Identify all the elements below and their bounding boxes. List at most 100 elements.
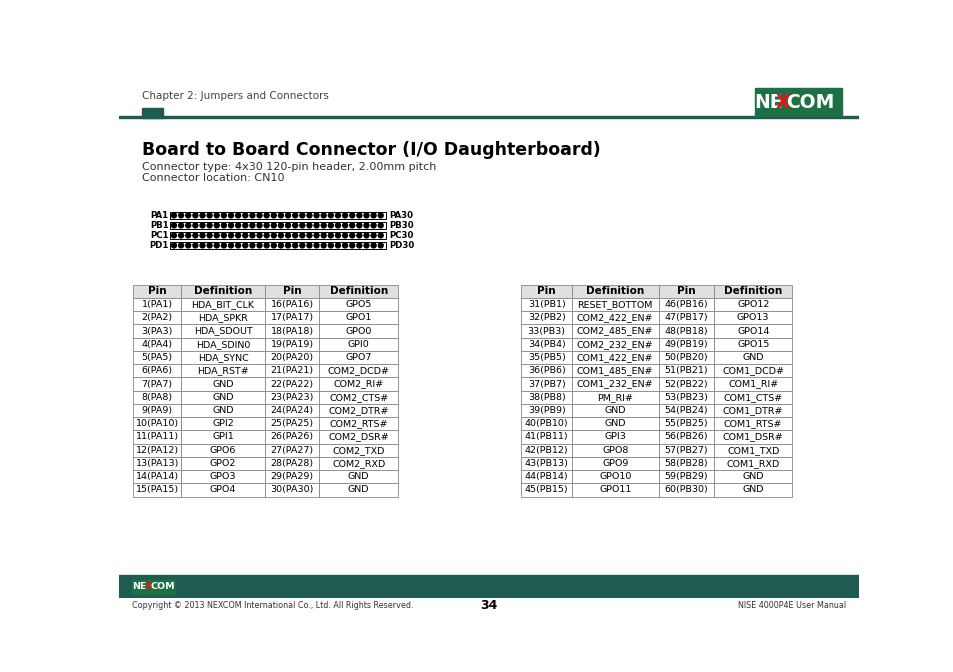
Bar [265, 285, 319, 298]
Text: X: X [145, 583, 152, 591]
Bar [171, 232, 385, 239]
Circle shape [264, 243, 269, 248]
Text: COM2_RI#: COM2_RI# [334, 380, 383, 388]
Text: GPI0: GPI0 [348, 340, 369, 349]
Bar [133, 364, 181, 378]
Bar [133, 444, 181, 457]
Circle shape [364, 233, 369, 238]
Bar [571, 404, 658, 417]
Text: COM2_RTS#: COM2_RTS# [329, 419, 388, 428]
Text: 17(PA17): 17(PA17) [271, 313, 314, 323]
Text: COM2_TXD: COM2_TXD [333, 446, 384, 455]
Bar [319, 285, 397, 298]
Circle shape [178, 213, 183, 218]
Text: GPO7: GPO7 [345, 353, 372, 362]
Text: 57(PB27): 57(PB27) [664, 446, 708, 455]
Text: 27(PA27): 27(PA27) [271, 446, 314, 455]
Bar [658, 457, 714, 470]
Bar [521, 351, 571, 364]
Bar [658, 311, 714, 325]
Text: 20(PA20): 20(PA20) [271, 353, 314, 362]
Text: 5(PA5): 5(PA5) [141, 353, 172, 362]
Circle shape [342, 223, 347, 228]
Text: GPO1: GPO1 [345, 313, 372, 323]
Circle shape [285, 243, 291, 248]
Circle shape [328, 243, 333, 248]
Bar [265, 311, 319, 325]
Bar [133, 404, 181, 417]
Bar [265, 470, 319, 483]
Bar [319, 483, 397, 497]
Circle shape [356, 213, 361, 218]
Text: 54(PB24): 54(PB24) [664, 406, 708, 415]
Circle shape [264, 223, 269, 228]
Text: 51(PB21): 51(PB21) [664, 366, 708, 375]
Text: GPO14: GPO14 [737, 327, 768, 335]
Circle shape [200, 243, 205, 248]
Text: GND: GND [741, 472, 763, 481]
Bar [181, 483, 265, 497]
Text: 28(PA28): 28(PA28) [271, 459, 314, 468]
Bar [171, 222, 385, 229]
Text: COM2_DSR#: COM2_DSR# [328, 433, 389, 442]
Bar [319, 351, 397, 364]
Text: NISE 4000P4E User Manual: NISE 4000P4E User Manual [738, 601, 845, 610]
Bar [142, 108, 162, 118]
Circle shape [350, 233, 355, 238]
Bar [319, 390, 397, 404]
Bar [181, 444, 265, 457]
Bar [133, 298, 181, 311]
Bar [265, 325, 319, 337]
Text: 53(PB23): 53(PB23) [664, 392, 708, 402]
Text: GPO15: GPO15 [737, 340, 768, 349]
Text: 40(PB10): 40(PB10) [524, 419, 568, 428]
Circle shape [186, 223, 191, 228]
Bar [521, 298, 571, 311]
Circle shape [299, 233, 304, 238]
Bar [171, 242, 385, 249]
Circle shape [314, 223, 318, 228]
Text: GND: GND [213, 380, 233, 388]
Bar [571, 457, 658, 470]
Circle shape [278, 213, 283, 218]
Text: GPO2: GPO2 [210, 459, 236, 468]
Bar [714, 285, 791, 298]
Bar [133, 483, 181, 497]
Bar [714, 378, 791, 390]
Text: COM2_CTS#: COM2_CTS# [329, 392, 388, 402]
Circle shape [335, 223, 340, 228]
Bar [571, 285, 658, 298]
Bar [571, 444, 658, 457]
Bar [265, 390, 319, 404]
Bar [181, 337, 265, 351]
Circle shape [250, 233, 254, 238]
Bar [521, 417, 571, 430]
Bar [658, 404, 714, 417]
Text: 18(PA18): 18(PA18) [271, 327, 314, 335]
Text: COM1_485_EN#: COM1_485_EN# [577, 366, 653, 375]
Bar [658, 351, 714, 364]
Text: 6(PA6): 6(PA6) [141, 366, 172, 375]
Bar [571, 378, 658, 390]
Bar [265, 404, 319, 417]
Circle shape [321, 243, 326, 248]
Bar [265, 430, 319, 444]
Text: 47(PB17): 47(PB17) [664, 313, 708, 323]
Circle shape [214, 243, 219, 248]
Text: GPI3: GPI3 [603, 433, 625, 442]
Text: Chapter 2: Jumpers and Connectors: Chapter 2: Jumpers and Connectors [142, 91, 329, 101]
Circle shape [207, 223, 212, 228]
Circle shape [299, 243, 304, 248]
Circle shape [214, 213, 219, 218]
Bar [658, 337, 714, 351]
Text: 29(PA29): 29(PA29) [271, 472, 314, 481]
Text: PB30: PB30 [390, 221, 414, 230]
Bar [181, 285, 265, 298]
Text: HDA_SYNC: HDA_SYNC [197, 353, 248, 362]
Bar [265, 351, 319, 364]
Circle shape [256, 243, 262, 248]
Circle shape [314, 233, 318, 238]
Circle shape [377, 233, 383, 238]
Text: COM2_DTR#: COM2_DTR# [328, 406, 389, 415]
Bar [658, 378, 714, 390]
